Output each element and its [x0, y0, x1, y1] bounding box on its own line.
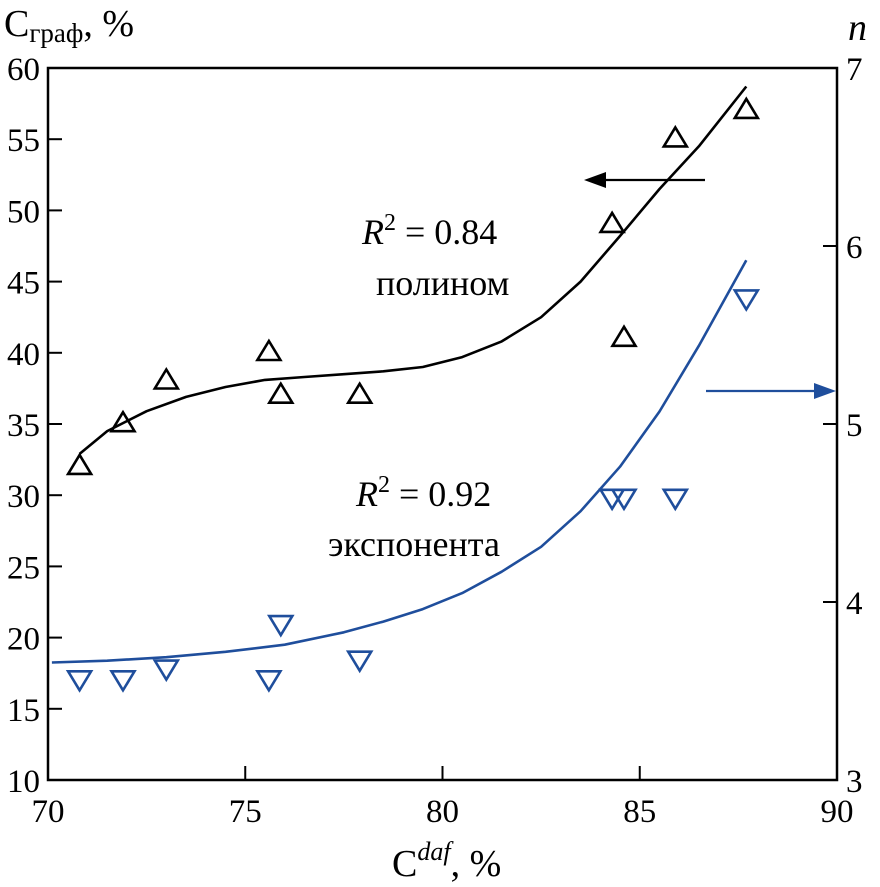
plot-frame — [46, 66, 839, 782]
point-triangle-down — [152, 659, 181, 683]
point-triangle-up — [65, 452, 94, 476]
point-triangle-up — [610, 324, 638, 348]
point-triangle-down — [732, 289, 761, 312]
y-right-tick-label: 3 — [846, 764, 863, 800]
x-axis-title: Cdaf, % — [392, 837, 501, 885]
fit-curves — [51, 85, 748, 664]
y-right-tick-label: 4 — [846, 586, 863, 622]
fit-curve-C_graph — [78, 85, 748, 455]
x-axis: 70 75 80 85 90 — [32, 766, 854, 830]
axis-arrows — [584, 172, 836, 399]
y-left-tick-label: 45 — [7, 266, 40, 302]
y-left-tick-label: 30 — [7, 479, 40, 515]
y-axis-right: 3 4 5 6 7 — [823, 52, 863, 800]
y-left-tick-label: 50 — [7, 194, 40, 230]
point-triangle-down — [255, 669, 283, 693]
y-left-tick-label: 10 — [7, 764, 40, 800]
x-tick-label: 80 — [426, 794, 459, 830]
x-tick-label: 75 — [229, 794, 262, 830]
fit-curve-n — [51, 259, 748, 664]
point-triangle-down — [109, 669, 137, 693]
y-left-tick-label: 20 — [7, 622, 40, 658]
y-right-tick-label: 6 — [846, 230, 863, 266]
y-axis-left: 10 15 20 25 30 35 40 45 50 55 60 — [7, 52, 62, 800]
point-triangle-up — [732, 96, 761, 120]
y-right-tick-label: 7 — [846, 52, 863, 88]
y-left-axis-title: Cграф, % — [4, 3, 134, 48]
arrow-right-head — [814, 383, 836, 399]
y-left-tick-label: 60 — [7, 52, 40, 88]
y-left-tick-label: 55 — [7, 123, 40, 159]
r2-polynomial: R2 = 0.84 — [361, 210, 497, 252]
y-right-axis-title: n — [848, 7, 867, 49]
label-exponent: экспонента — [328, 524, 500, 564]
point-triangle-down — [345, 650, 374, 674]
point-triangle-up — [598, 210, 626, 234]
point-triangle-down — [65, 669, 94, 693]
plot-border — [46, 66, 839, 782]
point-triangle-down — [610, 488, 638, 512]
point-triangle-up — [109, 409, 137, 433]
data-points — [65, 96, 761, 693]
r2-exponent: R2 = 0.92 — [355, 472, 491, 514]
point-triangle-up — [152, 366, 181, 390]
point-triangle-up — [255, 338, 283, 362]
x-tick-label: 70 — [32, 794, 65, 830]
label-polynomial: полином — [376, 263, 509, 303]
point-triangle-up — [266, 381, 295, 405]
y-left-tick-label: 25 — [7, 550, 40, 586]
point-triangle-down — [266, 614, 295, 638]
x-tick-label: 90 — [821, 794, 854, 830]
y-left-tick-label: 35 — [7, 408, 40, 444]
x-tick-label: 85 — [623, 794, 656, 830]
arrow-left-head — [584, 172, 606, 188]
y-left-tick-label: 40 — [7, 337, 40, 373]
point-triangle-down — [598, 488, 626, 512]
point-triangle-down — [661, 488, 690, 512]
point-triangle-up — [345, 381, 374, 405]
y-left-tick-label: 15 — [7, 693, 40, 729]
point-triangle-up — [661, 124, 690, 148]
y-right-tick-label: 5 — [846, 408, 863, 444]
